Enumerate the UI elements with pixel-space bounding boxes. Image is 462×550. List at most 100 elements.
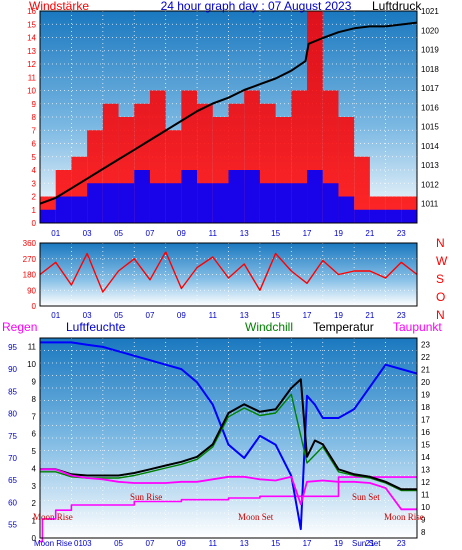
panel1-frame xyxy=(39,10,418,224)
panel3-axes: 9590858075706560551110987654321023222120… xyxy=(8,340,430,548)
x-tick-label: 19 xyxy=(334,229,343,238)
y-tick-left-label: 3 xyxy=(32,179,37,188)
y-tick-left-label: 9 xyxy=(32,100,37,109)
x-tick-label: 05 xyxy=(114,539,123,548)
x-tick-label: 19 xyxy=(334,311,343,320)
y-tick-label: 180 xyxy=(23,271,37,280)
direction-label: O xyxy=(436,290,445,304)
direction-label: S xyxy=(436,272,444,286)
y-tick-rain-label: 2 xyxy=(32,499,37,508)
wind-avg-bar xyxy=(275,183,292,223)
y-tick-left-label: 5 xyxy=(32,153,37,162)
dewpoint-line xyxy=(40,468,417,511)
y-tick-label: 360 xyxy=(23,239,37,248)
windstaerke-label: Windstärke xyxy=(29,0,89,13)
y-tick-left-label: 12 xyxy=(27,60,36,69)
y-tick-rain-label: 0 xyxy=(32,534,37,543)
y-tick-temp-label: 19 xyxy=(421,390,430,399)
wind-avg-bar xyxy=(307,170,323,223)
x-tick-label: 03 xyxy=(83,311,92,320)
y-tick-right-label: 1016 xyxy=(421,103,439,112)
y-tick-left-label: 13 xyxy=(27,47,36,56)
y-tick-left-label: 0 xyxy=(32,219,37,228)
y-tick-humidity-label: 80 xyxy=(8,410,17,419)
windchill-label: Windchill xyxy=(245,320,293,334)
wind-avg-bar xyxy=(338,196,355,223)
x-tick-label: 11 xyxy=(209,539,218,548)
x-tick-label: 21 xyxy=(365,229,374,238)
y-tick-left-label: 1 xyxy=(32,206,37,215)
y-tick-left-label: 11 xyxy=(28,73,37,82)
wind-avg-bar xyxy=(134,170,150,223)
y-tick-temp-label: 21 xyxy=(421,365,430,374)
x-tick-label: 15 xyxy=(271,539,280,548)
y-tick-humidity-label: 75 xyxy=(8,432,17,441)
y-tick-temp-label: 20 xyxy=(421,378,430,387)
wind-avg-bar xyxy=(322,183,339,223)
y-tick-right-label: 1019 xyxy=(421,46,439,55)
x-tick-label: 23 xyxy=(397,311,406,320)
wind-avg-bar xyxy=(259,183,276,223)
x-tick-label: 09 xyxy=(177,229,186,238)
y-tick-humidity-label: 95 xyxy=(8,343,17,352)
y-tick-left-label: 7 xyxy=(32,126,37,135)
wind-avg-bar xyxy=(244,170,260,223)
y-tick-humidity-label: 65 xyxy=(8,476,17,485)
x-tick-label: 17 xyxy=(303,229,312,238)
luftfeuchte-label: Luftfeuchte xyxy=(66,320,126,334)
chart-title: 24 hour graph day : 07 August 2023 xyxy=(161,0,352,13)
x-tick-label: 03 xyxy=(83,229,92,238)
y-tick-temp-label: 23 xyxy=(421,340,430,349)
sun-set-annotation: Sun Set xyxy=(352,492,380,502)
x-tick-label: 05 xyxy=(114,311,123,320)
y-tick-temp-label: 18 xyxy=(421,403,430,412)
x-tick-label: 07 xyxy=(146,229,155,238)
y-tick-temp-label: 15 xyxy=(421,440,430,449)
panel3-frame xyxy=(39,337,418,539)
wind-avg-bar xyxy=(228,170,245,223)
x-tick-label: 21 xyxy=(365,539,374,548)
temperatur-label: Temperatur xyxy=(313,320,374,334)
y-tick-label: 270 xyxy=(23,255,37,264)
y-tick-right-label: 1020 xyxy=(421,26,439,35)
panel1-series xyxy=(39,11,418,223)
humidity-line xyxy=(40,341,418,531)
y-tick-humidity-label: 85 xyxy=(8,387,17,396)
x-tick-label: 09 xyxy=(177,539,186,548)
wind-avg-bar xyxy=(212,183,229,223)
moon-rise-axis-tick: 01 xyxy=(74,539,83,548)
x-tick-label: 15 xyxy=(271,311,280,320)
y-tick-temp-label: 11 xyxy=(421,490,430,499)
y-tick-rain-label: 6 xyxy=(32,430,37,439)
y-tick-temp-label: 16 xyxy=(421,428,430,437)
y-tick-label: 90 xyxy=(27,286,36,295)
y-tick-rain-label: 4 xyxy=(32,464,37,473)
y-tick-rain-label: 7 xyxy=(32,412,37,421)
y-tick-temp-label: 9 xyxy=(421,515,426,524)
taupunkt-label: Taupunkt xyxy=(393,320,442,334)
moon-set-annotation: Moon Set xyxy=(238,512,274,522)
x-tick-label: 03 xyxy=(83,539,92,548)
wind-avg-bar xyxy=(71,196,88,223)
panel1-axes: 1615141312111098765432101021102010191018… xyxy=(27,7,439,238)
panel2-series xyxy=(39,251,418,293)
panel2-grid xyxy=(40,243,417,306)
moon-sun-step-line xyxy=(40,476,417,543)
y-tick-rain-label: 5 xyxy=(32,447,37,456)
direction-label: N xyxy=(436,236,445,250)
y-tick-rain-label: 10 xyxy=(27,360,36,369)
y-tick-temp-label: 12 xyxy=(421,478,430,487)
y-tick-right-label: 1017 xyxy=(421,84,439,93)
wind-avg-bar xyxy=(369,209,386,223)
y-tick-left-label: 14 xyxy=(27,34,36,43)
y-tick-temp-label: 17 xyxy=(421,415,430,424)
y-tick-left-label: 16 xyxy=(27,7,36,16)
y-tick-right-label: 1021 xyxy=(421,7,439,16)
windchill-line xyxy=(40,393,417,492)
x-tick-label: 01 xyxy=(51,311,60,320)
wind-avg-bar xyxy=(401,209,417,223)
moon-rise-annotation: Moon Rise xyxy=(33,512,73,522)
y-tick-humidity-label: 70 xyxy=(8,454,17,463)
x-tick-label: 07 xyxy=(146,539,155,548)
y-tick-rain-label: 11 xyxy=(28,343,37,352)
